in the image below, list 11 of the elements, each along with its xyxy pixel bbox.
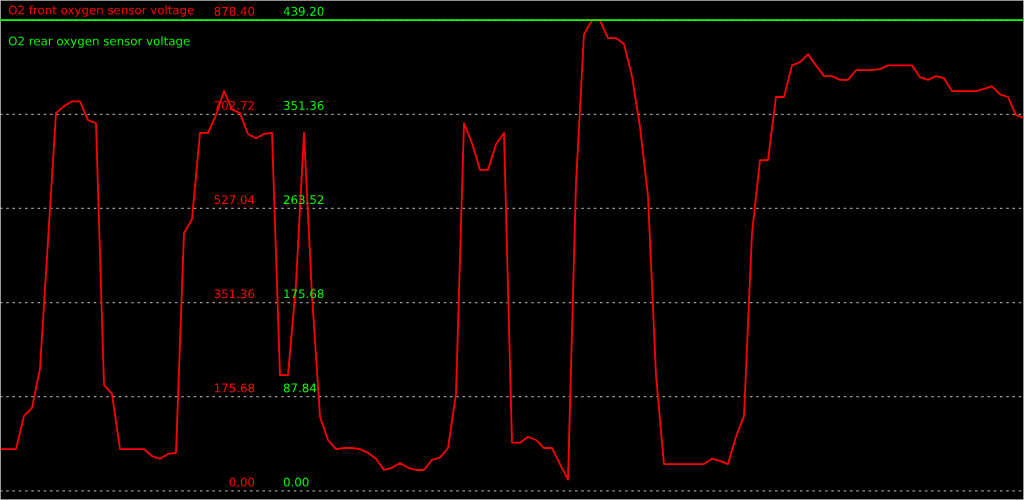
y2-tick-label: 439.20: [283, 6, 324, 16]
y-tick-label: 527.04: [214, 195, 255, 205]
y-tick-label: 0.00: [229, 477, 255, 487]
y2-tick-label: 0.00: [283, 477, 309, 487]
series-label: O2 rear oxygen sensor voltage: [8, 36, 190, 48]
y2-tick-label: 351.36: [283, 101, 324, 110]
y-tick-label: 175.68: [214, 383, 255, 393]
y2-tick-label: 87.84: [283, 383, 317, 393]
y-tick-label: 878.40: [214, 6, 255, 16]
text: O2 front oxygen sensor voltage: [8, 5, 194, 17]
y-tick-label: 351.36: [214, 289, 255, 299]
